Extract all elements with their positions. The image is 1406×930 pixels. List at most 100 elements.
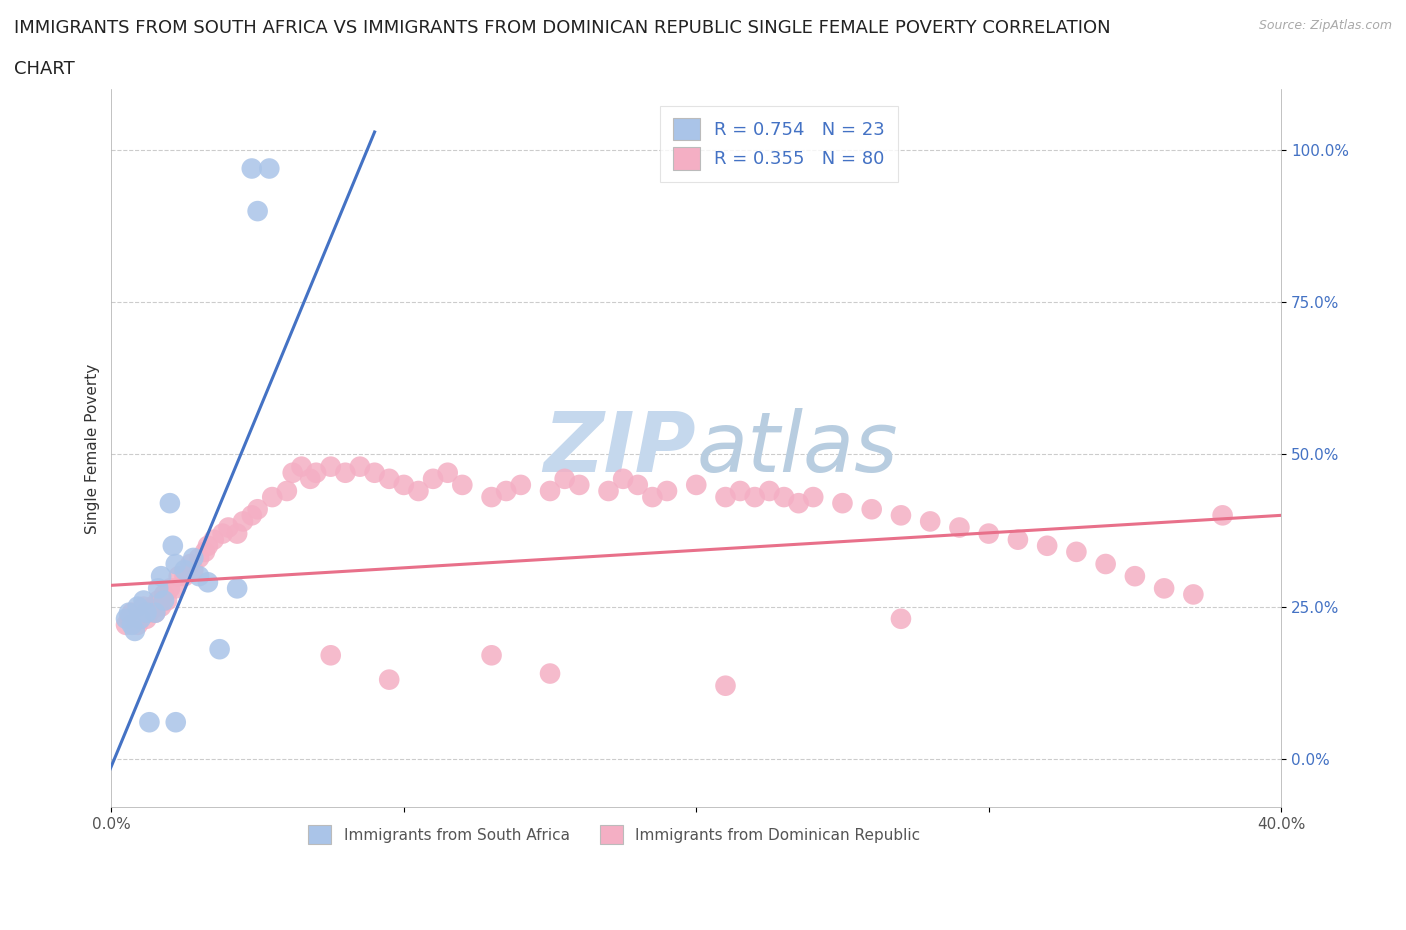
Point (481, 489, 503, 504)
Point (246, 204, 269, 219)
Point (728, 484, 751, 498)
Point (165, 581, 187, 596)
Point (276, 484, 298, 498)
Point (153, 593, 176, 608)
Point (167, 569, 190, 584)
Point (1066, 544, 1088, 559)
Point (118, 611, 141, 626)
Text: ZIP: ZIP (544, 408, 696, 489)
Point (240, 508, 263, 523)
Point (150, 599, 173, 614)
Point (188, 569, 211, 584)
Point (363, 465, 385, 480)
Text: CHART: CHART (14, 60, 75, 78)
Point (1153, 581, 1175, 596)
Text: atlas: atlas (696, 408, 898, 489)
Point (162, 538, 184, 553)
Point (744, 489, 766, 504)
Point (627, 477, 650, 492)
Point (121, 605, 143, 620)
Point (246, 502, 269, 517)
Point (1182, 587, 1205, 602)
Point (121, 618, 143, 632)
Point (641, 489, 664, 504)
Point (232, 514, 254, 529)
Point (977, 526, 1000, 541)
Point (211, 526, 233, 541)
Point (598, 484, 620, 498)
Point (349, 459, 371, 474)
Point (509, 477, 531, 492)
Point (124, 611, 146, 626)
Point (129, 611, 152, 626)
Point (194, 544, 217, 559)
Point (920, 514, 942, 529)
Point (132, 593, 155, 608)
Point (378, 472, 401, 486)
Point (143, 605, 166, 620)
Point (141, 599, 163, 614)
Point (831, 496, 853, 511)
Point (132, 599, 155, 614)
Point (135, 605, 157, 620)
Point (1212, 508, 1234, 523)
Text: IMMIGRANTS FROM SOUTH AFRICA VS IMMIGRANTS FROM DOMINICAN REPUBLIC SINGLE FEMALE: IMMIGRANTS FROM SOUTH AFRICA VS IMMIGRAN… (14, 19, 1111, 36)
Point (156, 593, 179, 608)
Point (422, 472, 444, 486)
Point (138, 715, 160, 730)
Point (335, 465, 357, 480)
Point (127, 599, 149, 614)
Point (319, 648, 342, 663)
Point (408, 484, 430, 498)
Point (240, 161, 263, 176)
Point (197, 575, 219, 590)
Point (129, 605, 152, 620)
Point (554, 472, 576, 486)
Point (197, 538, 219, 553)
Point (392, 477, 415, 492)
Point (378, 672, 401, 687)
Point (538, 666, 561, 681)
Point (1094, 556, 1116, 571)
Point (135, 611, 157, 626)
Point (159, 496, 181, 511)
Point (262, 489, 284, 504)
Point (143, 605, 166, 620)
Point (202, 532, 225, 547)
Point (801, 489, 824, 504)
Point (860, 502, 883, 517)
Point (714, 489, 737, 504)
Point (890, 508, 912, 523)
Point (208, 642, 231, 657)
Point (758, 484, 780, 498)
Point (165, 715, 187, 730)
Point (115, 611, 138, 626)
Point (714, 678, 737, 693)
Point (188, 551, 211, 565)
Point (127, 618, 149, 632)
Point (319, 459, 342, 474)
Point (451, 477, 474, 492)
Point (150, 569, 173, 584)
Point (217, 520, 239, 535)
Point (148, 593, 170, 608)
Point (1123, 569, 1146, 584)
Point (685, 477, 707, 492)
Point (568, 477, 591, 492)
Point (538, 484, 561, 498)
Point (773, 489, 796, 504)
Point (436, 465, 458, 480)
Text: Source: ZipAtlas.com: Source: ZipAtlas.com (1258, 19, 1392, 32)
Point (299, 472, 322, 486)
Point (612, 472, 634, 486)
Point (259, 161, 281, 176)
Point (115, 618, 138, 632)
Point (173, 569, 195, 584)
Point (181, 563, 204, 578)
Point (226, 581, 249, 596)
Point (138, 605, 160, 620)
Point (787, 496, 810, 511)
Point (481, 648, 503, 663)
Point (226, 526, 249, 541)
Point (165, 556, 187, 571)
